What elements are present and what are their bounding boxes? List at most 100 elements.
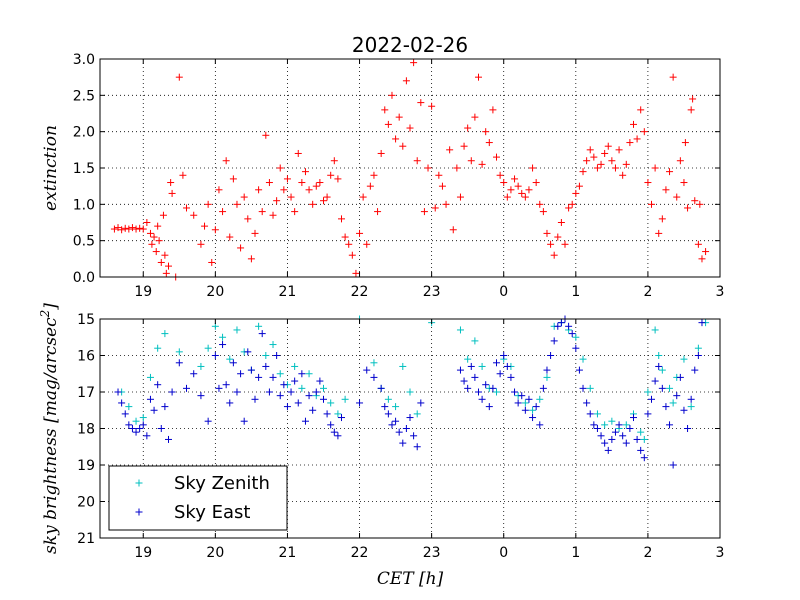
sky-zenith-point: [601, 421, 609, 429]
extinction-point: [511, 175, 519, 183]
extinction-point: [417, 99, 425, 107]
x-axis-label: CET [h]: [377, 569, 444, 589]
extinction-point: [615, 146, 623, 154]
extinction-point: [698, 255, 706, 263]
sky-east-point: [539, 384, 547, 392]
sky-zenith-point: [392, 403, 400, 411]
extinction-point: [478, 160, 486, 168]
extinction-x-tick-label: 2: [643, 284, 652, 300]
sky-zenith-point: [175, 348, 183, 356]
sky-east-point: [529, 414, 537, 422]
sky-east-point: [363, 366, 371, 374]
sky-east-point: [673, 392, 681, 400]
sky-east-point: [655, 362, 663, 370]
extinction-point: [121, 224, 129, 232]
extinction-point: [694, 240, 702, 248]
extinction-point: [384, 120, 392, 128]
sky-east-point: [626, 425, 634, 432]
extinction-y-tick-label: 0.5: [73, 234, 95, 250]
extinction-point: [215, 186, 223, 194]
extinction-point: [640, 128, 648, 136]
extinction-point: [240, 193, 248, 201]
sky-east-point: [547, 352, 555, 359]
extinction-point: [222, 157, 230, 165]
extinction-point: [399, 142, 407, 150]
extinction-point: [521, 193, 529, 201]
extinction-point: [287, 193, 295, 201]
extinction-point: [345, 240, 353, 248]
sky-east-point: [319, 395, 327, 403]
extinction-point: [590, 153, 598, 161]
sky-east-point: [204, 417, 212, 425]
extinction-point: [377, 149, 385, 157]
extinction-point: [435, 171, 443, 179]
sky-brightness-x-tick-label: 0: [499, 545, 508, 561]
sky-east-point: [640, 454, 648, 462]
extinction-y-tick-label: 2.5: [73, 88, 95, 104]
extinction-point: [338, 215, 346, 223]
sky-zenith-point: [655, 352, 663, 359]
extinction-y-tick-label: 3.0: [73, 52, 95, 68]
sky-zenith-point: [637, 428, 645, 436]
extinction-point: [424, 164, 432, 172]
sky-east-point: [593, 425, 601, 432]
sky-east-point: [161, 403, 169, 411]
extinction-point: [550, 251, 558, 259]
sky-east-point: [175, 359, 183, 367]
sky-zenith-point: [319, 384, 327, 392]
extinction-point: [190, 211, 198, 219]
sky-east-point: [330, 428, 338, 436]
sky-east-point: [157, 425, 165, 432]
extinction-point: [604, 142, 612, 150]
extinction-point: [183, 204, 191, 212]
extinction-point: [651, 164, 659, 172]
extinction-point: [456, 193, 464, 201]
sky-east-point: [377, 384, 385, 392]
extinction-point: [681, 139, 689, 147]
extinction-point: [204, 200, 212, 208]
extinction-point: [164, 262, 172, 270]
sky-zenith-point: [593, 410, 601, 418]
sky-east-point: [219, 341, 227, 349]
extinction-point: [370, 171, 378, 179]
extinction-point: [474, 73, 482, 81]
extinction-y-tick-label: 1.0: [73, 197, 95, 213]
extinction-point: [161, 251, 169, 259]
sky-east-point: [410, 432, 418, 440]
sky-east-point: [291, 377, 299, 385]
sky-east-point: [139, 421, 147, 429]
sky-zenith-point: [680, 355, 688, 363]
extinction-point: [489, 106, 497, 114]
extinction-point: [413, 157, 421, 165]
sky-east-point: [128, 425, 136, 432]
extinction-point: [601, 149, 609, 157]
extinction-point: [449, 226, 457, 234]
extinction-point: [629, 120, 637, 128]
sky-east-point: [384, 410, 392, 418]
sky-brightness-x-tick-label: 21: [279, 545, 297, 561]
sky-zenith-point: [413, 410, 421, 418]
sky-east-point: [392, 417, 400, 425]
extinction-point: [168, 189, 176, 197]
extinction-point: [283, 175, 291, 183]
sky-east-point: [684, 425, 692, 432]
sky-east-point: [637, 446, 645, 454]
sky-east-point: [283, 403, 291, 411]
sky-east-point: [237, 370, 245, 378]
legend-marker: [135, 508, 143, 516]
sky-zenith-point: [125, 403, 133, 411]
sky-east-point: [262, 362, 270, 370]
extinction-point: [467, 157, 475, 165]
sky-zenith-point: [269, 341, 277, 349]
sky-east-point: [370, 373, 378, 381]
sky-east-point: [629, 414, 637, 422]
sky-east-point: [694, 352, 702, 359]
extinction-y-tick-label: 2.0: [73, 125, 95, 141]
sky-east-point: [691, 366, 699, 374]
extinction-point: [132, 225, 140, 233]
sky-zenith-point: [651, 326, 659, 334]
sky-east-point: [258, 330, 266, 338]
sky-zenith-point: [543, 373, 551, 381]
extinction-point: [557, 219, 565, 226]
extinction-y-tick-label: 1.5: [73, 161, 95, 177]
